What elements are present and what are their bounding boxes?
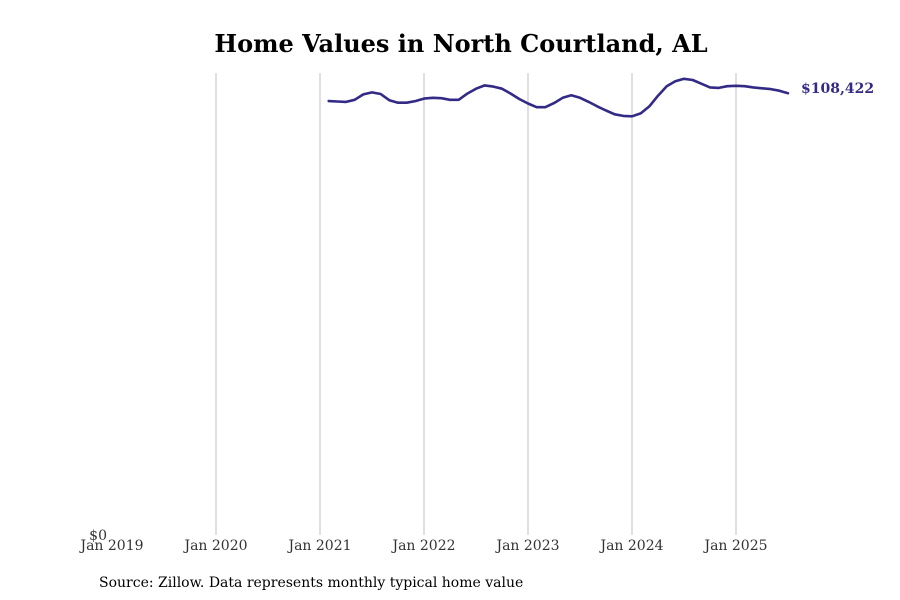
y-tick-label: $0 (89, 528, 107, 544)
end-value-label: $108,422 (801, 81, 874, 97)
x-tick-label: Jan 2022 (390, 538, 455, 554)
series-line (327, 77, 790, 118)
chart-title: Home Values in North Courtland, AL (214, 29, 707, 58)
x-tick-label: Jan 2019 (78, 538, 143, 554)
x-tick-label: Jan 2020 (182, 538, 247, 554)
gridlines (215, 73, 737, 535)
y-axis-ticks: $0 (89, 528, 107, 544)
series: $108,422 (327, 77, 874, 118)
x-tick-label: Jan 2023 (494, 538, 559, 554)
x-tick-label: Jan 2025 (702, 538, 767, 554)
source-note: Source: Zillow. Data represents monthly … (99, 575, 523, 591)
x-axis-ticks: Jan 2019 Jan 2020 Jan 2021 Jan 2022 Jan 2023… (78, 538, 767, 554)
x-tick-label: Jan 2024 (598, 538, 663, 554)
x-tick-label: Jan 2021 (286, 538, 351, 554)
